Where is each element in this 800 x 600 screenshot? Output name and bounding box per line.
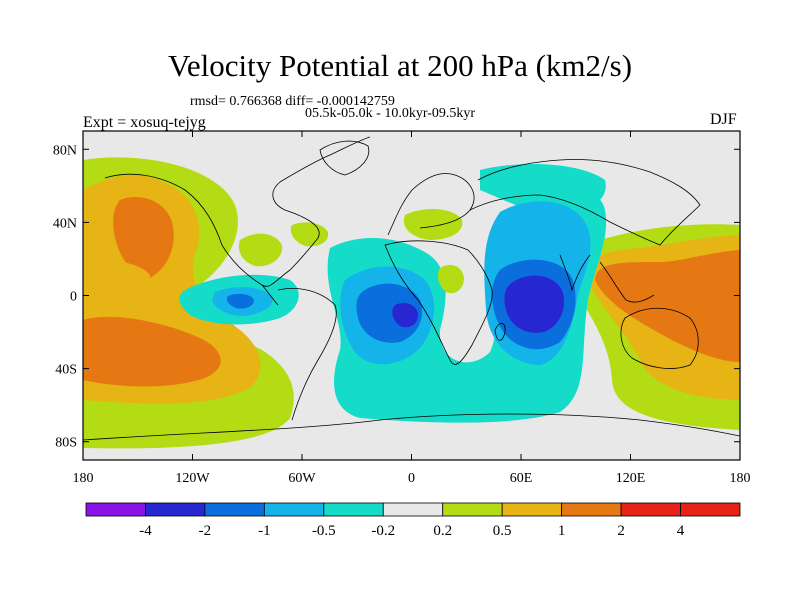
stats-label: rmsd= 0.766368 diff= -0.000142759 [190, 94, 395, 109]
contour-level-neg1-samerica [226, 293, 254, 309]
colorbar-swatch [501, 502, 563, 517]
coast-europe [387, 173, 475, 236]
y-axis: 80N 40N 0 40S 80S [53, 143, 740, 451]
coastlines [83, 136, 740, 441]
y-tick-label: 0 [70, 290, 77, 305]
x-tick-label: 180 [730, 471, 751, 486]
x-tick-label: 60E [510, 471, 533, 486]
x-tick-label: 120E [616, 471, 646, 486]
coast-africa [384, 240, 493, 365]
x-tick-label: 180 [73, 471, 94, 486]
colorbar-label: -0.5 [312, 523, 336, 539]
colorbar-label: 0.2 [433, 523, 452, 539]
experiment-label: Expt = xosuq-tejyg [83, 114, 206, 131]
colorbar-swatch [145, 502, 206, 517]
contour-level-neg0.2-north [480, 164, 606, 216]
coast-asia [469, 159, 701, 246]
coast-southeast-asia [599, 261, 655, 303]
contour-level-neg2 [504, 275, 564, 333]
coast-south-america [277, 287, 337, 421]
coast-central-america [261, 284, 279, 306]
contour-level-0.2-med [403, 208, 463, 240]
x-axis: 180 120W 60W 0 60E 120E 180 [73, 131, 751, 486]
x-tick-label: 0 [408, 471, 415, 486]
coast-australia [620, 307, 699, 369]
colorbar-swatch [620, 502, 681, 517]
colorbar-swatch [561, 502, 622, 517]
contour-level-1-east [595, 250, 740, 362]
contour-level-0.2-pacific-nw [290, 222, 329, 247]
colorbar-label: -0.2 [371, 523, 395, 539]
colorbar-swatch [204, 502, 265, 517]
contour-level-neg2-west [392, 303, 418, 328]
colorbar-label: -2 [199, 523, 212, 539]
colorbar-swatch [382, 502, 444, 517]
colorbar-swatch [323, 502, 384, 517]
coast-greenland [319, 140, 370, 176]
colorbar-swatch [442, 502, 503, 517]
y-tick-label: 80N [53, 143, 77, 158]
contour-level-1-tropic [83, 260, 150, 291]
coast-india [559, 254, 591, 292]
y-tick-label: 80S [55, 436, 77, 451]
colorbar-label: 4 [677, 523, 685, 539]
colorbar-label: 2 [617, 523, 625, 539]
colorbar-swatch [263, 502, 325, 517]
contour-level-1 [113, 196, 174, 278]
coast-antarctica [83, 413, 740, 441]
contour-level-0.2-atlantic [238, 233, 283, 267]
contour-level-0.2-africa [438, 265, 464, 294]
season-label: DJF [710, 111, 737, 128]
contour-level-1-south [83, 316, 221, 387]
colorbar-swatch [680, 502, 741, 517]
colorbar-label: -4 [139, 523, 152, 539]
chart-title: Velocity Potential at 200 hPa (km2/s) [167, 48, 633, 83]
contour-level-neg1 [356, 283, 422, 343]
colorbar: -4 -2 -1 -0.5 -0.2 0.2 0.5 1 2 4 [85, 502, 741, 539]
period-label: 05.5k-05.0k - 10.0kyr-09.5kyr [305, 106, 476, 121]
colorbar-label: -1 [258, 523, 271, 539]
colorbar-label: 1 [558, 523, 566, 539]
y-tick-label: 40S [55, 363, 77, 378]
colorbar-swatch [85, 502, 146, 517]
x-tick-label: 120W [175, 471, 210, 486]
y-tick-label: 40N [53, 216, 77, 231]
coast-north-america [104, 136, 371, 287]
contour-fields [83, 157, 740, 449]
colorbar-label: 0.5 [493, 523, 512, 539]
x-tick-label: 60W [288, 471, 316, 486]
coast-madagascar [494, 323, 506, 341]
